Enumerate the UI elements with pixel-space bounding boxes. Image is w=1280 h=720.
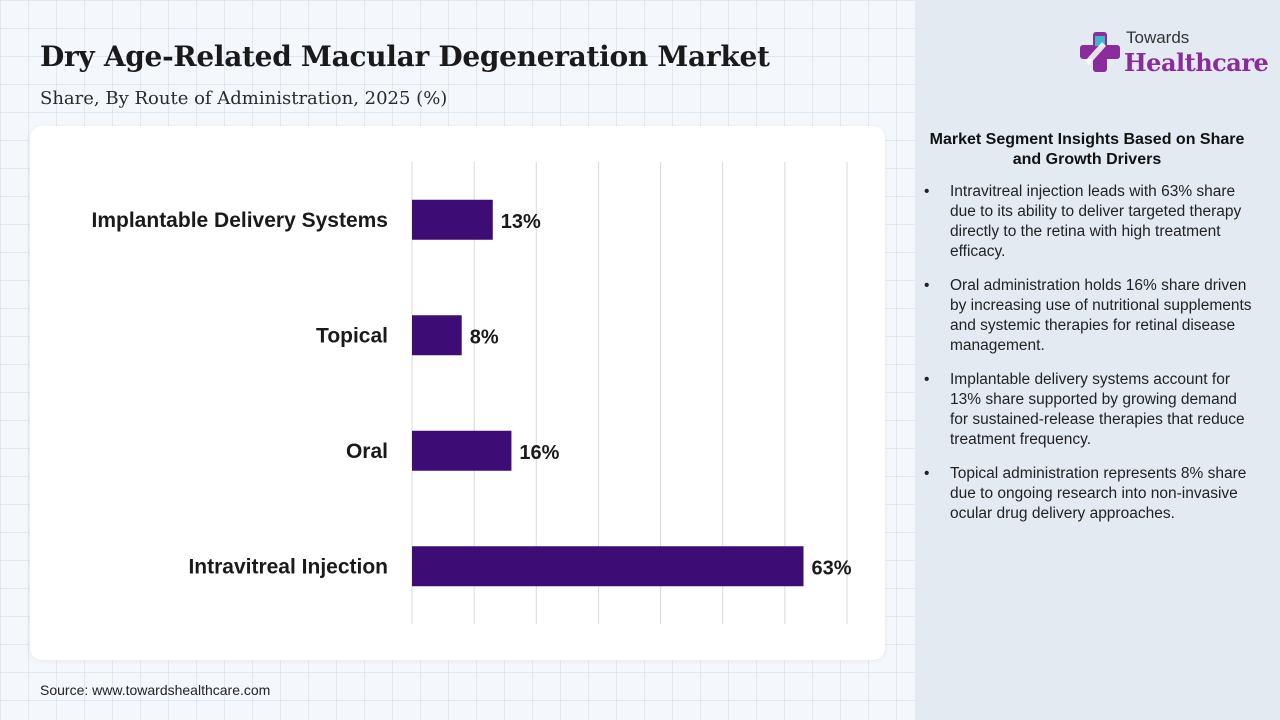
page-title: Dry Age-Related Macular Degeneration Mar… (40, 40, 770, 73)
bullet-icon: • (924, 277, 930, 294)
bar (412, 199, 493, 240)
brand-logo: Towards Healthcare (1080, 28, 1269, 78)
insights-panel: Market Segment Insights Based on Share a… (922, 130, 1252, 538)
logo-text-towards: Towards (1126, 28, 1190, 47)
insights-list: • Intravitreal injection leads with 63% s… (922, 182, 1252, 524)
insight-text: Intravitreal injection leads with 63% sh… (950, 183, 1242, 260)
category-label: Oral (346, 440, 388, 463)
logo-text-healthcare: Healthcare (1124, 48, 1269, 77)
bar (412, 315, 462, 356)
insight-item: • Intravitreal injection leads with 63% s… (922, 182, 1252, 262)
category-label: Implantable Delivery Systems (92, 209, 388, 232)
insight-item: • Topical administration represents 8% sh… (922, 464, 1252, 524)
data-label: 13% (501, 211, 541, 233)
insight-item: • Implantable delivery systems account fo… (922, 370, 1252, 450)
page-subtitle: Share, By Route of Administration, 2025 … (40, 88, 448, 109)
chart-card: Implantable Delivery Systems 13% Topical 8%… (30, 126, 885, 660)
insight-item: • Oral administration holds 16% share dri… (922, 276, 1252, 356)
category-label: Intravitreal Injection (188, 555, 388, 578)
logo-cross-icon (1080, 32, 1120, 72)
insight-text: Oral administration holds 16% share driv… (950, 277, 1252, 354)
bullet-icon: • (924, 183, 930, 200)
source-note: Source: www.towardshealthcare.com (40, 682, 271, 698)
bullet-icon: • (924, 465, 930, 482)
bar (412, 430, 512, 471)
bar-chart: Implantable Delivery Systems 13% Topical 8%… (92, 162, 852, 624)
bar (412, 546, 804, 587)
bullet-icon: • (924, 371, 930, 388)
data-label: 8% (470, 326, 499, 348)
data-label: 63% (812, 557, 852, 579)
category-label: Topical (316, 324, 388, 347)
insights-panel-background (915, 0, 1280, 720)
insights-title: Market Segment Insights Based on Share a… (929, 131, 1245, 168)
insight-text: Implantable delivery systems account for… (950, 371, 1245, 448)
insight-text: Topical administration represents 8% sha… (950, 465, 1247, 522)
data-label: 16% (519, 442, 559, 464)
